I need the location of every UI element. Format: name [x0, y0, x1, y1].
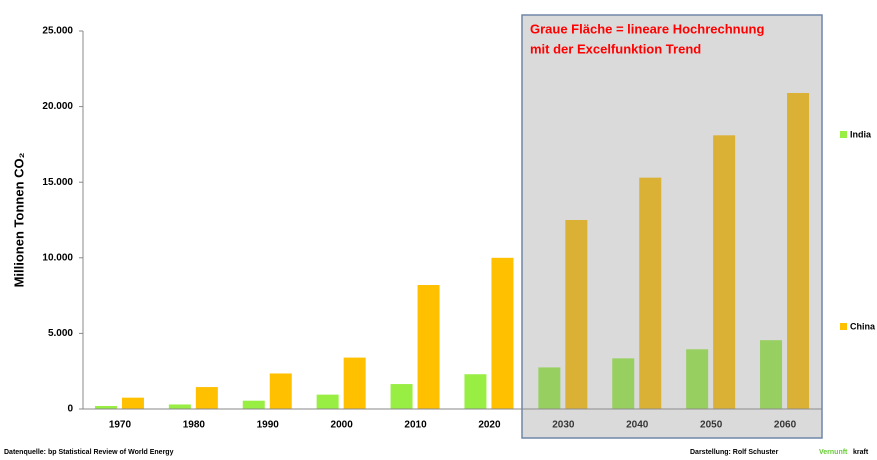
- bar: [565, 220, 588, 409]
- bar: [686, 349, 709, 409]
- projection-area: [521, 14, 823, 439]
- bar: [612, 358, 635, 409]
- annotation: mit der Excelfunktion Trend: [530, 41, 701, 56]
- y-tick-label: 0: [67, 404, 73, 415]
- bar: [760, 340, 783, 409]
- bar: [390, 384, 413, 409]
- bar: [787, 92, 810, 409]
- bar: [242, 400, 265, 409]
- x-tick-label: 2050: [700, 420, 723, 431]
- credit: Darstellung: Rolf Schuster: [690, 449, 779, 456]
- legend-swatch: [840, 131, 847, 138]
- x-tick-label: 1980: [183, 420, 206, 431]
- bar: [269, 373, 292, 409]
- bar: [464, 374, 487, 409]
- x-tick-label: 2030: [552, 420, 575, 431]
- bar: [316, 394, 339, 409]
- x-tick-label: 1970: [109, 420, 132, 431]
- x-tick-label: 2020: [478, 420, 501, 431]
- x-tick-label: 2060: [774, 420, 797, 431]
- annotation: Graue Fläche = lineare Hochrechnung: [530, 21, 764, 36]
- bar: [168, 404, 191, 409]
- bar: [343, 357, 366, 409]
- x-tick-label: 2040: [626, 420, 649, 431]
- y-axis-label: Millionen Tonnen CO₂: [11, 152, 26, 287]
- x-tick-label: 2000: [331, 420, 354, 431]
- bar: [639, 177, 662, 409]
- logo: Vernunft: [819, 449, 848, 456]
- bar: [538, 367, 561, 409]
- bar: [195, 387, 218, 409]
- legend-label: China: [850, 321, 876, 331]
- y-tick-label: 25.000: [42, 26, 73, 37]
- source: Datenquelle: bp Statistical Review of Wo…: [4, 449, 174, 456]
- logo: kraft: [853, 449, 869, 456]
- y-tick-label: 5.000: [48, 328, 73, 339]
- bar: [121, 397, 144, 409]
- bar: [713, 135, 736, 409]
- bar: [94, 405, 117, 409]
- y-tick-label: 10.000: [42, 252, 73, 263]
- y-tick-label: 20.000: [42, 101, 73, 112]
- legend-swatch: [840, 323, 847, 330]
- legend-label: India: [850, 129, 872, 139]
- bar: [491, 257, 514, 409]
- bar: [417, 285, 440, 409]
- y-tick-label: 15.000: [42, 177, 73, 188]
- x-tick-label: 2010: [404, 420, 427, 431]
- x-tick-label: 1990: [257, 420, 280, 431]
